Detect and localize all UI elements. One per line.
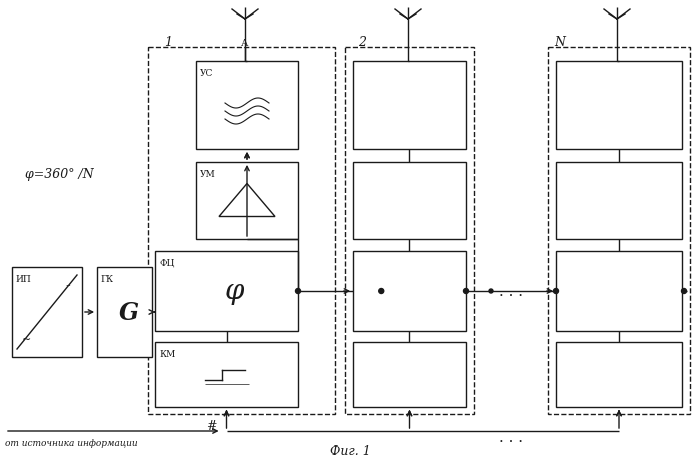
Bar bbox=[556, 163, 682, 239]
Bar bbox=[196, 62, 298, 150]
Text: от источника информации: от источника информации bbox=[5, 438, 138, 448]
Text: А: А bbox=[241, 38, 249, 47]
Circle shape bbox=[463, 289, 468, 294]
Bar bbox=[196, 163, 298, 239]
Text: ~: ~ bbox=[22, 334, 31, 344]
Text: N: N bbox=[554, 37, 565, 50]
Text: ФЦ: ФЦ bbox=[159, 258, 174, 268]
Text: 1: 1 bbox=[164, 37, 172, 50]
Text: ГК: ГК bbox=[100, 275, 113, 283]
Bar bbox=[556, 62, 682, 150]
Text: . . .: . . . bbox=[499, 284, 523, 298]
Bar bbox=[353, 163, 466, 239]
Bar bbox=[148, 48, 335, 414]
Bar bbox=[97, 268, 152, 357]
Bar bbox=[155, 251, 298, 332]
Text: G: G bbox=[118, 300, 138, 324]
Text: УМ: УМ bbox=[200, 169, 216, 179]
Bar bbox=[353, 62, 466, 150]
Text: φ=360° /N: φ=360° /N bbox=[25, 168, 94, 181]
Circle shape bbox=[554, 289, 559, 294]
Circle shape bbox=[379, 289, 384, 294]
Bar bbox=[556, 342, 682, 407]
Text: φ: φ bbox=[225, 278, 244, 305]
Text: ИП: ИП bbox=[15, 275, 31, 283]
Circle shape bbox=[682, 289, 686, 294]
Text: КМ: КМ bbox=[159, 349, 175, 358]
Circle shape bbox=[296, 289, 301, 294]
Text: Фиг. 1: Фиг. 1 bbox=[330, 444, 370, 457]
Bar bbox=[353, 342, 466, 407]
Text: УС: УС bbox=[200, 69, 213, 78]
Text: -: - bbox=[66, 278, 71, 292]
Text: #: # bbox=[206, 419, 217, 432]
Bar bbox=[556, 251, 682, 332]
Circle shape bbox=[489, 289, 493, 294]
Text: 2: 2 bbox=[358, 37, 366, 50]
Bar bbox=[345, 48, 474, 414]
Bar bbox=[353, 251, 466, 332]
Text: . . .: . . . bbox=[499, 430, 523, 444]
Bar bbox=[12, 268, 82, 357]
Bar bbox=[155, 342, 298, 407]
Bar bbox=[548, 48, 690, 414]
